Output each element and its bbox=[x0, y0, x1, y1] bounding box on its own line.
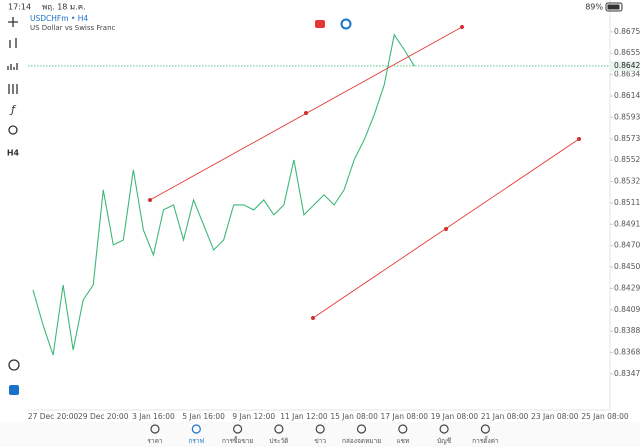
tab-label: ประวัติ bbox=[269, 437, 288, 445]
left-toolbar: ƒ H4 bbox=[7, 17, 20, 395]
symbol-description: US Dollar vs Swiss Franc bbox=[30, 24, 116, 32]
status-date: พฤ. 18 ม.ค. bbox=[42, 3, 86, 12]
x-tick-label: 29 Dec 20:00 bbox=[78, 412, 129, 421]
indicator-tool[interactable] bbox=[8, 84, 18, 94]
tab-icon bbox=[480, 424, 490, 434]
sell-button[interactable] bbox=[315, 20, 325, 28]
trendline[interactable] bbox=[311, 137, 581, 320]
tab-label: ราคา bbox=[147, 437, 162, 445]
app-logo[interactable] bbox=[9, 385, 19, 395]
volume-tool[interactable] bbox=[7, 63, 18, 70]
trendline-handle[interactable] bbox=[444, 227, 448, 231]
y-tick-label: 0.85525 bbox=[614, 155, 640, 164]
y-tick-label: 0.86755 bbox=[614, 27, 640, 36]
tab-icon bbox=[315, 424, 325, 434]
x-tick-label: 21 Jan 08:00 bbox=[481, 412, 529, 421]
y-tick-label: 0.83475 bbox=[614, 369, 640, 378]
tab-label: การซื้อขาย bbox=[222, 436, 253, 445]
tab-icon bbox=[191, 424, 201, 434]
trendline-handle[interactable] bbox=[460, 25, 464, 29]
trendline-handle[interactable] bbox=[148, 198, 152, 202]
objects-tool[interactable] bbox=[8, 125, 18, 135]
tab[interactable]: กล่องจดหมาย bbox=[342, 424, 381, 445]
trendline-handle[interactable] bbox=[304, 111, 308, 115]
current-price-label: 0.86428 bbox=[614, 61, 640, 70]
tab[interactable]: การตั้งค่า bbox=[472, 424, 499, 445]
y-tick-label: 0.8655 bbox=[614, 48, 640, 57]
tab-list: ราคา กราฟ การซื้อขาย ประวัติ ข่าว กล่องจดหมาย… bbox=[147, 424, 499, 445]
tab-icon bbox=[233, 424, 243, 434]
x-tick-label: 3 Jan 16:00 bbox=[132, 412, 175, 421]
symbol[interactable]: USDCHFm • H4 bbox=[30, 14, 88, 23]
tab-bar bbox=[0, 422, 640, 447]
tab[interactable]: ประวัติ bbox=[269, 424, 288, 445]
tab-label: แชท bbox=[396, 437, 409, 445]
x-tick-label: 11 Jan 12:00 bbox=[280, 412, 328, 421]
x-tick-label: 15 Jan 08:00 bbox=[330, 412, 378, 421]
y-tick-label: 0.84705 bbox=[614, 241, 640, 250]
x-tick-label: 25 Jan 08:00 bbox=[581, 412, 629, 421]
chart-type-tool[interactable] bbox=[9, 38, 17, 48]
tab[interactable]: การซื้อขาย bbox=[222, 424, 253, 445]
tab-label: กราฟ bbox=[188, 437, 204, 445]
y-tick-label: 0.84295 bbox=[614, 283, 640, 292]
buy-button[interactable] bbox=[340, 18, 352, 30]
tab-label: ข่าว bbox=[314, 437, 326, 445]
tab-icon bbox=[274, 424, 284, 434]
trendline[interactable] bbox=[148, 25, 464, 202]
x-tick-label: 27 Dec 20:00 bbox=[28, 412, 79, 421]
y-tick-label: 0.85935 bbox=[614, 112, 640, 121]
y-tick-label: 0.86345 bbox=[614, 70, 640, 79]
tab-icon bbox=[439, 424, 449, 434]
crosshair-tool[interactable] bbox=[8, 17, 18, 27]
x-tick-label: 23 Jan 08:00 bbox=[531, 412, 579, 421]
trendline-handle[interactable] bbox=[311, 316, 315, 320]
tab-label: บัญชี bbox=[437, 437, 452, 445]
tab[interactable]: แชท bbox=[396, 424, 409, 445]
x-tick-label: 17 Jan 08:00 bbox=[381, 412, 429, 421]
battery-icon bbox=[605, 2, 623, 12]
current-price-box bbox=[610, 60, 640, 71]
status-battery: 89% bbox=[585, 3, 603, 12]
function-tool[interactable]: ƒ bbox=[9, 103, 17, 116]
tab[interactable]: ข่าว bbox=[314, 424, 326, 445]
status-time: 17:14 bbox=[8, 3, 31, 12]
timeframe-button[interactable]: H4 bbox=[7, 149, 20, 158]
y-tick-label: 0.85115 bbox=[614, 198, 640, 207]
y-tick-label: 0.83885 bbox=[614, 326, 640, 335]
tab-label: กล่องจดหมาย bbox=[342, 437, 381, 445]
tab[interactable]: กราฟ bbox=[188, 424, 205, 445]
battery-level bbox=[607, 4, 620, 10]
x-tick-label: 19 Jan 08:00 bbox=[431, 412, 479, 421]
trendline-handle[interactable] bbox=[577, 137, 581, 141]
price-line bbox=[32, 33, 415, 356]
x-tick-label: 9 Jan 12:00 bbox=[232, 412, 275, 421]
zoom-tool[interactable] bbox=[8, 359, 20, 371]
plot-area bbox=[28, 33, 610, 356]
tab[interactable]: บัญชี bbox=[437, 424, 452, 445]
tab-label: การตั้งค่า bbox=[472, 436, 499, 445]
tab-icon bbox=[398, 424, 408, 434]
x-tick-label: 5 Jan 16:00 bbox=[182, 412, 225, 421]
tab[interactable]: ราคา bbox=[147, 424, 163, 445]
tab-icon bbox=[356, 424, 367, 434]
tab-icon bbox=[150, 424, 160, 434]
